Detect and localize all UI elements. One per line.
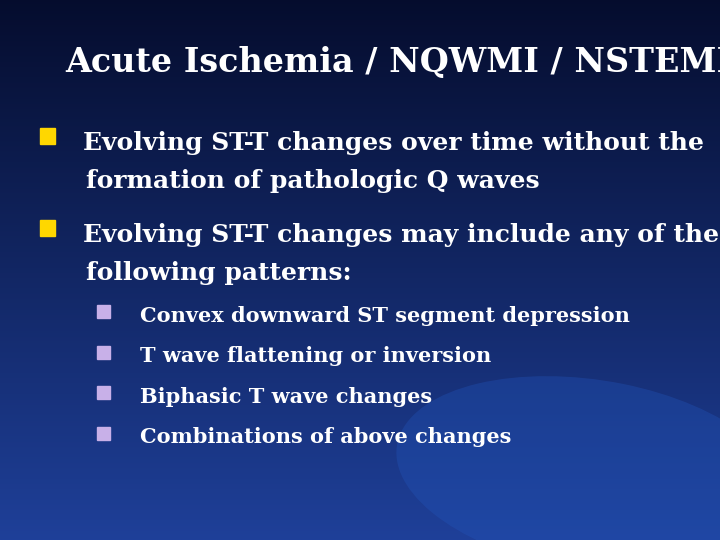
Ellipse shape bbox=[397, 376, 720, 540]
Text: Evolving ST-T changes over time without the: Evolving ST-T changes over time without … bbox=[83, 131, 703, 155]
Text: T wave flattening or inversion: T wave flattening or inversion bbox=[140, 346, 492, 367]
Text: Evolving ST-T changes may include any of the: Evolving ST-T changes may include any of… bbox=[83, 223, 719, 247]
Text: formation of pathologic Q waves: formation of pathologic Q waves bbox=[86, 169, 540, 193]
Text: Acute Ischemia / NQWMI / NSTEMI: Acute Ischemia / NQWMI / NSTEMI bbox=[65, 45, 720, 79]
FancyBboxPatch shape bbox=[97, 346, 110, 359]
FancyBboxPatch shape bbox=[40, 128, 55, 144]
Text: Convex downward ST segment depression: Convex downward ST segment depression bbox=[140, 306, 630, 326]
FancyBboxPatch shape bbox=[97, 427, 110, 440]
Text: Combinations of above changes: Combinations of above changes bbox=[140, 427, 512, 448]
FancyBboxPatch shape bbox=[97, 305, 110, 318]
Text: Biphasic T wave changes: Biphasic T wave changes bbox=[140, 387, 433, 407]
FancyBboxPatch shape bbox=[40, 220, 55, 236]
Text: following patterns:: following patterns: bbox=[86, 261, 352, 285]
FancyBboxPatch shape bbox=[97, 386, 110, 399]
